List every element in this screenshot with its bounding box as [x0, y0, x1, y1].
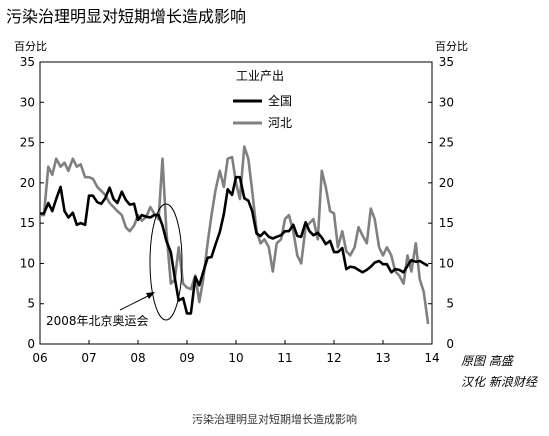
x-axis-ticks: 06 07 08 09 10 11 12 13 14 [32, 340, 440, 365]
y-tick-right-label: 20 [439, 176, 454, 190]
legend-title: 工业产出 [236, 69, 284, 83]
y-axis-right-label: 百分比 [435, 40, 468, 53]
translation-credit: 汉化 新浪财经 [461, 375, 539, 389]
series-line-hebei [40, 145, 430, 325]
y-tick-left-label: 35 [20, 55, 35, 69]
chart-title: 污染治理明显对短期增长造成影响 [6, 7, 246, 26]
y-tick-left-label: 15 [20, 216, 35, 230]
x-tick-label: 08 [130, 351, 145, 365]
y-tick-right-label: 25 [439, 136, 454, 150]
x-tick-label: 12 [326, 351, 341, 365]
y-tick-left-label: 10 [20, 256, 35, 270]
series-line-national [40, 175, 429, 315]
x-tick-label: 06 [32, 351, 47, 365]
x-tick-label: 13 [375, 351, 390, 365]
y-tick-left-label: 0 [27, 337, 35, 351]
olympics-annotation-arrowhead [146, 292, 155, 299]
source-credit: 原图 高盛 [461, 354, 515, 368]
y-tick-right-label: 15 [439, 216, 454, 230]
y-tick-left-label: 20 [20, 176, 35, 190]
y-tick-right-label: 35 [439, 55, 454, 69]
legend: 工业产出 全国 河北 [233, 69, 292, 130]
figure-caption: 污染治理明显对短期增长造成影响 [192, 413, 357, 426]
olympics-highlight-ellipse [149, 203, 183, 321]
x-tick-label: 09 [179, 351, 194, 365]
olympics-annotation-arrow [119, 293, 153, 311]
y-tick-left-label: 30 [20, 95, 35, 109]
legend-label-hebei: 河北 [268, 116, 292, 130]
series-layer [40, 145, 430, 325]
y-tick-right-label: 0 [446, 337, 454, 351]
y-tick-right-label: 5 [446, 297, 454, 311]
y-axis-left-label: 百分比 [14, 40, 47, 53]
y-axis-left-ticks: 0 5 10 15 20 25 30 35 [20, 55, 44, 351]
y-tick-right-label: 30 [439, 95, 454, 109]
chart: 污染治理明显对短期增长造成影响 百分比 百分比 0 5 10 15 20 25 30 35 0… [6, 7, 539, 389]
x-tick-label: 07 [81, 351, 96, 365]
x-tick-label: 10 [228, 351, 243, 365]
legend-label-national: 全国 [268, 93, 292, 108]
olympics-annotation: 2008年北京奥运会 [46, 314, 149, 328]
y-tick-left-label: 5 [27, 297, 35, 311]
y-tick-left-label: 25 [20, 136, 35, 150]
x-tick-label: 11 [277, 351, 292, 365]
y-tick-right-label: 10 [439, 256, 454, 270]
x-tick-label: 14 [424, 351, 439, 365]
y-axis-right-ticks: 0 5 10 15 20 25 30 35 [428, 55, 454, 351]
